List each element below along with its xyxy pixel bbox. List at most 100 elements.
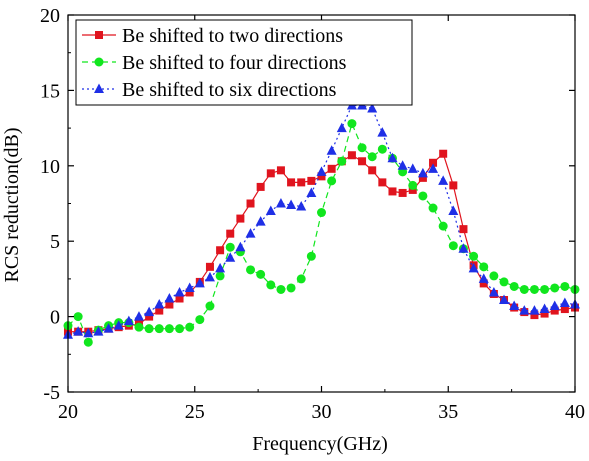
data-point	[265, 205, 276, 216]
data-point	[428, 203, 438, 213]
data-point	[540, 309, 549, 318]
data-point	[123, 315, 134, 326]
data-point	[418, 191, 428, 201]
y-axis-label: RCS reduction(dB)	[1, 128, 23, 283]
data-point	[540, 284, 550, 294]
data-point	[184, 282, 195, 292]
data-point	[246, 199, 255, 208]
legend-box	[75, 19, 413, 106]
data-point	[529, 284, 539, 294]
data-point	[185, 322, 195, 332]
data-point	[236, 214, 245, 223]
legend-item: Be shifted to two directions	[82, 25, 343, 47]
data-point	[519, 305, 530, 315]
data-point	[266, 169, 275, 178]
data-point	[378, 178, 387, 187]
data-point	[336, 122, 347, 133]
data-point	[73, 312, 83, 322]
data-point	[194, 277, 205, 288]
data-point	[275, 198, 286, 208]
data-point	[499, 294, 510, 305]
data-point	[155, 306, 164, 315]
data-point	[235, 241, 246, 252]
legend-item: Be shifted to six directions	[82, 79, 337, 101]
data-point	[256, 269, 266, 279]
data-point	[337, 156, 347, 166]
data-point	[439, 149, 448, 158]
legend-marker	[94, 57, 104, 67]
data-point	[448, 205, 459, 216]
data-point	[347, 119, 357, 129]
data-point	[317, 208, 326, 218]
data-point	[144, 306, 155, 317]
data-point	[539, 303, 550, 314]
data-point	[469, 251, 479, 261]
data-point	[327, 176, 337, 186]
data-point	[205, 262, 214, 271]
data-point	[175, 294, 184, 303]
data-point	[306, 187, 317, 197]
data-point	[174, 286, 185, 297]
legend-label: Be shifted to six directions	[122, 79, 337, 101]
data-point	[417, 167, 428, 178]
data-point	[286, 283, 296, 293]
data-point	[509, 281, 519, 291]
data-point	[133, 311, 144, 321]
data-point	[296, 201, 307, 211]
data-point	[256, 182, 265, 191]
data-point	[387, 152, 398, 163]
data-point	[255, 216, 266, 226]
data-point	[225, 252, 236, 262]
data-point	[519, 284, 529, 294]
data-point	[134, 322, 144, 332]
data-point	[286, 199, 297, 210]
data-point	[307, 176, 316, 185]
data-point	[226, 229, 235, 238]
data-point	[215, 271, 225, 281]
data-point	[164, 293, 175, 303]
ticks-layer: 20 25 30 35 40 -5 0 5 10 15 20	[40, 5, 585, 423]
data-point	[215, 262, 226, 273]
data-point	[479, 262, 489, 272]
x-axis-label: Frequency(GHz)	[252, 433, 388, 455]
data-point	[216, 246, 225, 255]
data-point	[488, 286, 499, 297]
x-tick-label: 40	[565, 401, 585, 423]
data-point	[276, 284, 286, 294]
y-tick-label: 0	[50, 307, 60, 329]
data-point	[418, 173, 427, 182]
series-layer	[63, 99, 580, 347]
data-point	[459, 225, 468, 234]
data-point	[529, 305, 540, 315]
legend-marker	[95, 31, 103, 39]
series-1	[64, 149, 579, 336]
data-point	[164, 324, 174, 334]
data-point	[83, 337, 93, 347]
y-tick-label: 20	[40, 5, 60, 27]
data-point	[113, 320, 124, 330]
data-point	[287, 178, 296, 187]
series-line	[67, 121, 576, 344]
data-point	[367, 152, 377, 162]
data-point	[306, 251, 316, 261]
data-point	[195, 315, 205, 325]
data-point	[397, 160, 408, 170]
data-point	[327, 164, 336, 173]
data-point	[368, 166, 377, 175]
legend: Be shifted to two directions Be shifted t…	[75, 19, 413, 106]
data-point	[185, 288, 194, 297]
data-point	[296, 274, 306, 284]
data-point	[550, 306, 559, 315]
data-point	[317, 172, 326, 181]
data-point	[245, 228, 256, 238]
data-point	[83, 327, 94, 338]
data-point	[316, 166, 327, 176]
data-point	[204, 271, 215, 282]
data-point	[144, 324, 154, 334]
data-point	[165, 300, 174, 309]
legend-label: Be shifted to two directions	[122, 25, 343, 47]
data-point	[559, 297, 570, 308]
data-point	[560, 281, 570, 291]
y-tick-label: 5	[50, 231, 60, 253]
